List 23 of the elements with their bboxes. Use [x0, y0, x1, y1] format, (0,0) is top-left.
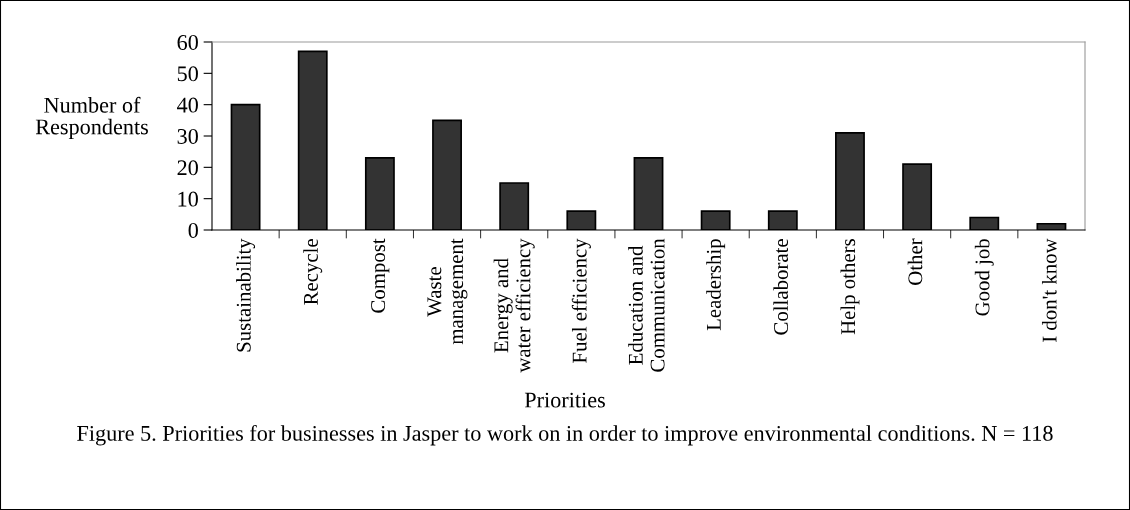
- caption: Figure 5. Priorities for businesses in Jasper to work on in order to improve environmental conditions. N = 118: [77, 425, 1053, 446]
- y-tick-label: 30: [177, 128, 198, 144]
- x-tick-label: Leadership: [706, 239, 726, 331]
- y-tick-label: 40: [177, 97, 198, 113]
- x-tick-label: I don't know: [1041, 238, 1057, 343]
- x-tick-label: Compost: [371, 238, 390, 313]
- x-axis-title: Priorities: [524, 392, 605, 408]
- y-tick-label: 10: [178, 191, 198, 207]
- x-tick-label: Waste management: [427, 238, 468, 345]
- x-tick-label: Energy and water efficiency: [493, 238, 535, 373]
- x-tick-label: Fuel efficiency: [571, 238, 591, 363]
- y-tick-label: 50: [177, 66, 198, 82]
- y-tick-label: 0: [188, 222, 198, 238]
- x-tick-label: Other: [907, 238, 923, 285]
- x-tick-label: Education and Communication: [628, 238, 665, 372]
- y-tick-label: 60: [177, 34, 198, 50]
- x-tick-label: Collaborate: [773, 239, 789, 335]
- x-tick-label: Sustainability: [236, 238, 256, 352]
- y-tick-label: 20: [177, 160, 198, 176]
- x-tick-label: Help others: [840, 239, 860, 335]
- x-tick-label: Recycle: [303, 239, 323, 305]
- y-axis-title: Number of Respondents: [35, 96, 148, 139]
- x-tick-label: Good job: [974, 239, 994, 316]
